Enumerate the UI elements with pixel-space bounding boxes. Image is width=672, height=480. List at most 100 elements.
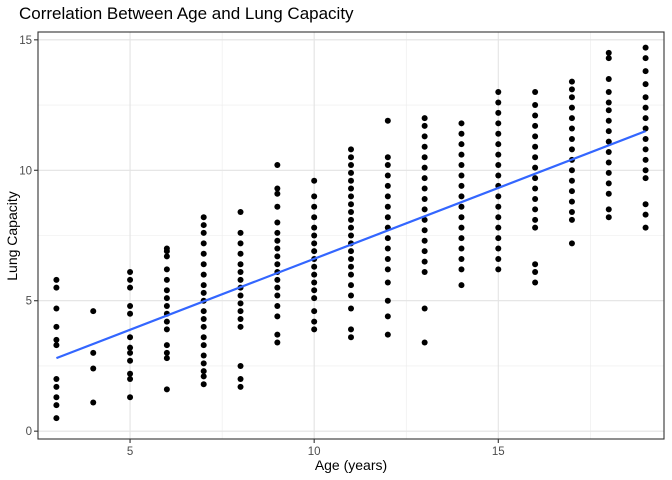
data-point <box>163 326 170 333</box>
data-point <box>200 373 207 380</box>
data-point <box>605 117 612 124</box>
data-point <box>90 308 97 315</box>
data-point <box>163 318 170 325</box>
data-point <box>200 334 207 341</box>
data-point <box>311 326 318 333</box>
data-point <box>568 188 575 195</box>
data-point <box>532 89 539 96</box>
data-point <box>421 339 428 346</box>
data-point <box>200 271 207 278</box>
data-point <box>200 360 207 367</box>
data-point <box>200 342 207 349</box>
data-point <box>605 107 612 114</box>
data-point <box>605 180 612 187</box>
data-point <box>237 229 244 236</box>
data-point <box>605 169 612 176</box>
data-point <box>495 141 502 148</box>
data-point <box>642 211 649 218</box>
y-tick-label: 15 <box>19 35 32 47</box>
data-point <box>384 297 391 304</box>
data-point <box>458 162 465 169</box>
data-point <box>605 159 612 166</box>
axes: 5 10 15 0 5 10 15 <box>19 35 504 458</box>
data-point <box>458 245 465 252</box>
data-point <box>200 282 207 289</box>
data-point <box>458 203 465 210</box>
data-point <box>495 235 502 242</box>
chart-title: Correlation Between Age and Lung Capacit… <box>19 4 354 23</box>
data-point <box>163 276 170 283</box>
data-point <box>200 250 207 257</box>
data-point <box>311 271 318 278</box>
data-point <box>421 227 428 234</box>
data-point <box>605 49 612 56</box>
data-point <box>311 248 318 255</box>
data-point <box>532 269 539 276</box>
data-point <box>605 99 612 106</box>
data-point <box>200 229 207 236</box>
data-point <box>53 415 60 422</box>
data-point <box>311 232 318 239</box>
data-point <box>532 143 539 150</box>
data-point <box>127 349 134 356</box>
data-point <box>458 214 465 221</box>
data-point <box>458 193 465 200</box>
data-point <box>642 104 649 111</box>
data-point <box>237 276 244 283</box>
data-point <box>127 276 134 283</box>
data-point <box>237 269 244 276</box>
trend-line <box>56 130 646 360</box>
data-point <box>348 326 354 333</box>
data-point <box>495 266 502 273</box>
data-point <box>532 185 539 192</box>
data-point <box>532 195 539 202</box>
data-point <box>90 365 97 372</box>
data-point <box>200 381 207 388</box>
data-point <box>237 292 244 299</box>
data-point <box>200 222 207 229</box>
data-point <box>642 135 649 142</box>
data-point <box>421 269 428 276</box>
data-point <box>532 122 539 129</box>
data-point <box>605 190 612 197</box>
data-point <box>458 282 465 289</box>
data-point <box>53 402 60 409</box>
data-point <box>274 253 281 260</box>
data-point <box>458 224 465 231</box>
data-point <box>642 146 649 153</box>
data-point <box>311 224 318 231</box>
data-point <box>421 248 428 255</box>
data-point <box>53 305 60 312</box>
data-point <box>532 154 539 161</box>
data-point <box>127 394 134 401</box>
data-point <box>605 75 612 82</box>
data-point <box>568 167 575 174</box>
data-point <box>237 315 244 322</box>
data-point <box>163 245 170 252</box>
data-point <box>348 185 354 192</box>
data-point <box>348 255 354 262</box>
data-point <box>200 323 207 330</box>
x-tick-label: 15 <box>492 446 505 458</box>
data-point <box>348 305 354 312</box>
data-point <box>127 310 134 317</box>
data-point <box>127 302 134 309</box>
data-point <box>200 214 207 221</box>
data-point <box>421 237 428 244</box>
data-point <box>237 300 244 307</box>
data-point <box>421 175 428 182</box>
data-point <box>200 240 207 247</box>
data-point <box>274 339 281 346</box>
data-point <box>348 263 354 270</box>
data-points <box>53 44 649 422</box>
data-point <box>311 279 318 286</box>
data-point <box>532 175 539 182</box>
data-point <box>237 308 244 315</box>
y-axis-title: Lung Capacity <box>4 191 20 281</box>
data-point <box>532 164 539 171</box>
data-point <box>348 169 354 176</box>
data-point <box>274 229 281 236</box>
data-point <box>495 109 502 116</box>
data-point <box>127 370 134 377</box>
data-point <box>421 164 428 171</box>
